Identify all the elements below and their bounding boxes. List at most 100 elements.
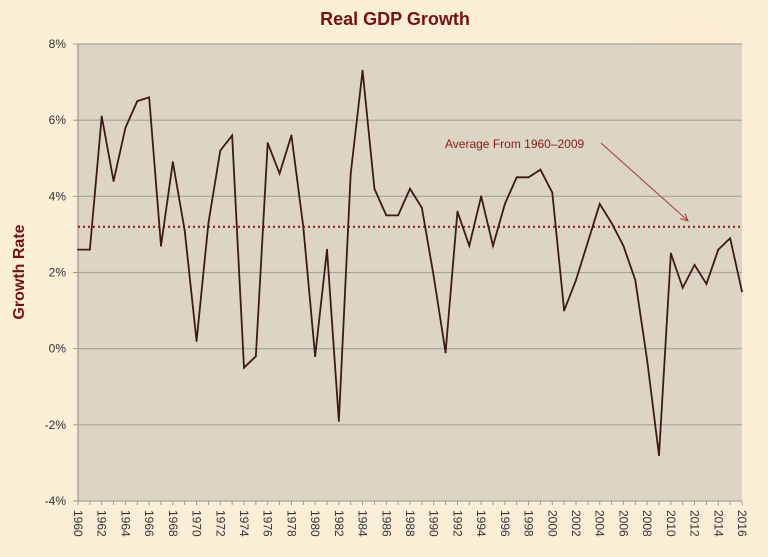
data-point	[551, 191, 554, 194]
x-tick-label: 1980	[308, 510, 322, 537]
x-tick-label: 1986	[379, 510, 393, 537]
data-point	[254, 355, 257, 358]
x-tick-label: 2014	[711, 510, 725, 537]
x-tick-label: 1970	[190, 510, 204, 537]
data-point	[278, 172, 281, 175]
data-point	[432, 275, 435, 278]
series-group	[77, 69, 743, 457]
data-point	[741, 290, 743, 293]
x-tick-label: 1974	[237, 510, 251, 537]
data-point	[183, 229, 186, 232]
data-point	[337, 420, 340, 422]
data-point	[444, 351, 447, 354]
x-tick-label: 1998	[522, 510, 536, 537]
data-point	[468, 244, 471, 247]
data-point	[231, 134, 234, 137]
data-point	[456, 210, 459, 213]
data-point	[729, 237, 732, 240]
x-tick-label: 2016	[735, 510, 749, 537]
data-point	[136, 100, 139, 103]
data-point	[219, 149, 222, 152]
data-point	[373, 187, 376, 190]
data-point	[527, 176, 530, 179]
x-tick-label: 2008	[640, 510, 654, 537]
data-point	[302, 225, 305, 228]
x-tick-label: 2012	[688, 510, 702, 537]
data-point	[397, 214, 400, 217]
data-point	[148, 96, 151, 99]
x-tick-label: 2006	[616, 510, 630, 537]
data-point	[195, 340, 198, 342]
data-point	[480, 195, 483, 198]
x-tick-label: 2000	[545, 510, 559, 537]
data-point	[705, 283, 708, 285]
x-tick-label: 1982	[332, 510, 346, 537]
data-point	[266, 142, 269, 144]
average-annotation-label: Average From 1960–2009	[445, 137, 585, 151]
data-point	[124, 126, 127, 129]
x-tick-label: 1962	[95, 510, 109, 537]
data-point	[207, 222, 210, 224]
y-tick-label: 4%	[49, 189, 67, 203]
x-tick-label: 1960	[71, 510, 85, 537]
data-point	[88, 248, 91, 251]
data-point	[171, 161, 174, 163]
data-point	[717, 248, 720, 251]
data-point	[409, 187, 411, 190]
data-point	[646, 359, 649, 361]
data-point	[349, 172, 352, 175]
x-tick-label: 1966	[142, 510, 156, 537]
y-tick-label: 0%	[49, 342, 67, 356]
data-point	[658, 454, 660, 457]
data-point	[243, 366, 245, 369]
data-point	[492, 244, 494, 247]
x-tick-label: 2010	[664, 510, 678, 537]
data-point	[503, 203, 506, 205]
data-point	[586, 241, 589, 243]
x-tick-label: 2004	[593, 510, 607, 537]
data-point	[669, 252, 672, 255]
y-tick-label: -4%	[45, 494, 67, 508]
data-point	[420, 206, 423, 209]
annotation-arrowhead-icon	[680, 213, 689, 222]
data-point	[598, 203, 601, 205]
data-point	[160, 244, 162, 247]
x-tick-label: 1984	[356, 510, 370, 537]
data-point	[515, 176, 518, 179]
y-tick-label: 2%	[49, 266, 67, 280]
data-point	[681, 286, 684, 289]
chart-title: Real GDP Growth	[320, 9, 470, 29]
x-tick-label: 1992	[450, 510, 464, 537]
data-point	[326, 248, 328, 251]
data-point	[314, 355, 317, 358]
y-axis-ticks: -4% -2% 0% 2% 4% 6% 8%	[45, 37, 78, 508]
data-point	[290, 134, 293, 137]
x-tick-label: 1964	[118, 510, 132, 537]
data-point	[77, 248, 79, 251]
data-point	[575, 279, 577, 282]
x-tick-label: 1968	[166, 510, 180, 537]
data-point	[361, 69, 364, 72]
y-tick-label: -2%	[45, 418, 67, 432]
data-point	[563, 309, 566, 312]
data-point	[112, 180, 115, 183]
y-axis-label: Growth Rate	[11, 224, 28, 319]
x-tick-label: 1996	[498, 510, 512, 537]
data-point	[622, 244, 625, 247]
data-point	[693, 263, 696, 266]
annotation-group: Average From 1960–2009	[445, 137, 689, 222]
data-point	[385, 214, 388, 217]
y-tick-label: 6%	[49, 113, 67, 127]
data-point	[610, 222, 613, 224]
x-axis-ticks: 1960 1962 1964 1966 1968 1970 1972 1974 1976 1978…	[71, 501, 749, 537]
data-point	[100, 115, 103, 118]
data-point	[539, 168, 542, 171]
data-point	[634, 279, 637, 282]
x-tick-label: 1988	[403, 510, 417, 537]
x-tick-label: 2002	[569, 510, 583, 537]
x-tick-label: 1972	[213, 510, 227, 537]
x-tick-label: 1976	[261, 510, 275, 537]
annotation-arrow-line	[600, 142, 689, 222]
x-tick-label: 1990	[427, 510, 441, 537]
